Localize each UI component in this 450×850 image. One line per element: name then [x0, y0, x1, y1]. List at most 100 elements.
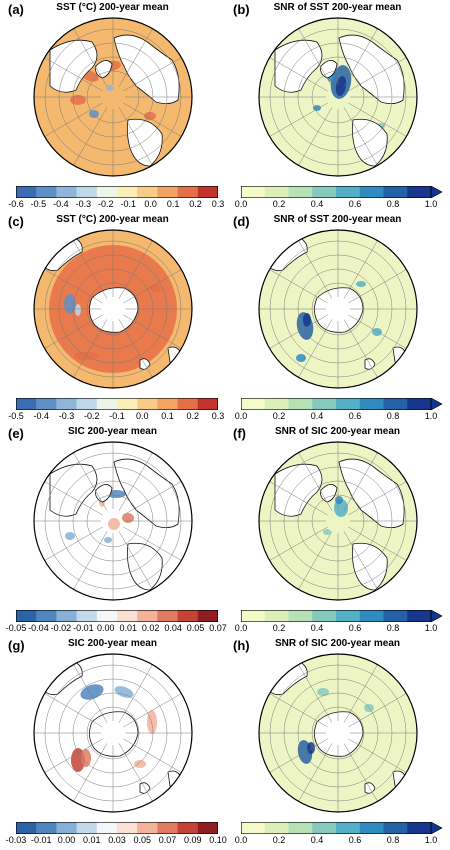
colorbar-tick-label: -0.3	[58, 411, 75, 421]
anomaly-patch	[296, 354, 306, 362]
panel-label: (d)	[233, 214, 250, 229]
panel-title: SST (°C) 200-year mean	[56, 2, 169, 13]
panel-f: (f) SNR of SIC 200-year mean 0.0 0.2 0.4 0.…	[225, 424, 450, 636]
colorbar	[16, 822, 218, 834]
anomaly-patch	[134, 760, 146, 768]
colorbar-tick-label: 0.2	[272, 411, 286, 421]
colorbar-segment	[16, 186, 37, 198]
colorbar-segment	[137, 186, 158, 198]
meridian-line	[123, 102, 182, 137]
meridian-line	[269, 481, 328, 516]
polar-map	[33, 17, 193, 177]
graticule	[259, 230, 417, 388]
colorbar-tick-label: 0.6	[348, 835, 362, 845]
colorbar-segment	[177, 398, 199, 410]
colorbar-segment	[288, 398, 313, 410]
colorbar-tick-label: 0.1	[161, 411, 174, 421]
land	[35, 659, 183, 794]
meridian-line	[44, 481, 103, 516]
anomaly-field	[323, 496, 348, 535]
meridian-line	[343, 319, 378, 378]
meridian-line	[269, 57, 328, 92]
meridian-line	[298, 28, 333, 87]
colorbar-segment	[336, 610, 361, 622]
colorbar-segment	[56, 186, 77, 198]
colorbar-segment	[137, 822, 158, 834]
colorbar	[16, 398, 218, 410]
meridian-line	[44, 526, 103, 561]
colorbar-segment	[197, 610, 218, 622]
colorbar-ticks: -0.5 -0.4 -0.3 -0.2 -0.1 0.0 0.1 0.2 0.3	[8, 411, 224, 423]
panel-a: (a) SST (°C) 200-year mean -0.6 -0.5 -0.4-…	[0, 0, 225, 212]
colorbar-tick-label: -0.5	[8, 411, 24, 421]
colorbar-tick-label: -0.01	[30, 835, 52, 845]
colorbar-extend-arrow	[430, 610, 443, 622]
meridian-line	[343, 743, 378, 802]
colorbar-segment	[197, 398, 218, 410]
anomaly-patch	[70, 95, 86, 105]
colorbar-segment	[157, 610, 178, 622]
colorbar-tick-label: 1.0	[424, 199, 438, 209]
colorbar-tick-label: 0.00	[57, 835, 76, 845]
meridian-line	[123, 481, 182, 516]
meridian-line	[73, 452, 108, 511]
land-eurasia	[338, 458, 405, 528]
meridian-line	[73, 743, 108, 802]
colorbar-segment	[56, 398, 77, 410]
meridian-line	[123, 738, 182, 773]
colorbar-tick-label: 0.07	[158, 835, 177, 845]
colorbar-segment	[288, 186, 313, 198]
colorbar-segment	[96, 610, 118, 622]
colorbar-tick-label: 0.2	[272, 199, 286, 209]
colorbar-ticks: 0.0 0.2 0.4 0.6 0.8 1.0	[235, 411, 443, 423]
colorbar-tick-label: 0.05	[133, 835, 152, 845]
colorbar-segment	[56, 610, 77, 622]
colorbar	[16, 186, 218, 198]
anomaly-patch	[356, 281, 366, 287]
panel-title: SNR of SIC 200-year mean	[274, 638, 401, 649]
colorbar-tick-label: 0.2	[186, 411, 200, 421]
colorbar-outline	[241, 186, 432, 198]
colorbar-segment	[117, 186, 138, 198]
anomaly-patch	[372, 328, 382, 336]
meridian-line	[73, 531, 108, 590]
colorbar-tick-label: 0.2	[189, 199, 202, 209]
colorbar-tick-label: 0.8	[386, 835, 400, 845]
meridian-line	[73, 28, 108, 87]
meridian-line	[298, 452, 333, 511]
colorbar-tick-label: 0.1	[166, 199, 180, 209]
colorbar-segment	[312, 186, 337, 198]
map-border	[258, 17, 418, 177]
anomaly-field	[296, 281, 382, 362]
colorbar-segment	[96, 186, 118, 198]
colorbar	[241, 610, 443, 622]
panel-d: (d) SNR of SST 200-year mean 0.0 0.2 0.4 0.…	[225, 212, 450, 424]
colorbar-tick-label: -0.02	[50, 623, 72, 633]
land	[274, 34, 405, 167]
colorbar-outline	[16, 398, 218, 410]
colorbar-tick-label: -0.4	[53, 199, 69, 209]
colorbar-ticks: -0.05 -0.04 -0.02 -0.01 0.00 0.01 0.02 0.04 0.05…	[6, 623, 227, 635]
colorbar-ticks: -0.6 -0.5 -0.4 -0.3 -0.2 -0.1 0.0 0.1 0.2 0.3	[8, 199, 224, 211]
panel-g: (g) SIC 200-year mean -0.03 -0.01 0.00 0.01…	[0, 636, 227, 848]
graticule	[34, 18, 192, 176]
meridian-line	[118, 107, 153, 166]
colorbar-segment	[336, 398, 361, 410]
colorbar-outline	[241, 610, 432, 622]
colorbar-segment	[36, 186, 57, 198]
colorbar-tick-label: -0.6	[8, 199, 24, 209]
colorbar-segment	[241, 398, 266, 410]
colorbar-outline	[16, 610, 218, 622]
polar-map	[33, 653, 193, 813]
colorbar-segment	[197, 822, 218, 834]
colorbar-tick-label: 0.6	[348, 623, 362, 633]
meridian-line	[348, 102, 407, 137]
anomaly-patch	[81, 749, 91, 767]
colorbar-segment	[383, 186, 408, 198]
land-africa	[126, 118, 163, 167]
meridian-line	[123, 314, 182, 349]
colorbar-segment	[288, 610, 313, 622]
colorbar-tick-label: -0.1	[109, 411, 125, 421]
meridian-line	[343, 664, 378, 723]
colorbar-ticks: 0.0 0.2 0.4 0.6 0.8 1.0	[235, 835, 443, 847]
